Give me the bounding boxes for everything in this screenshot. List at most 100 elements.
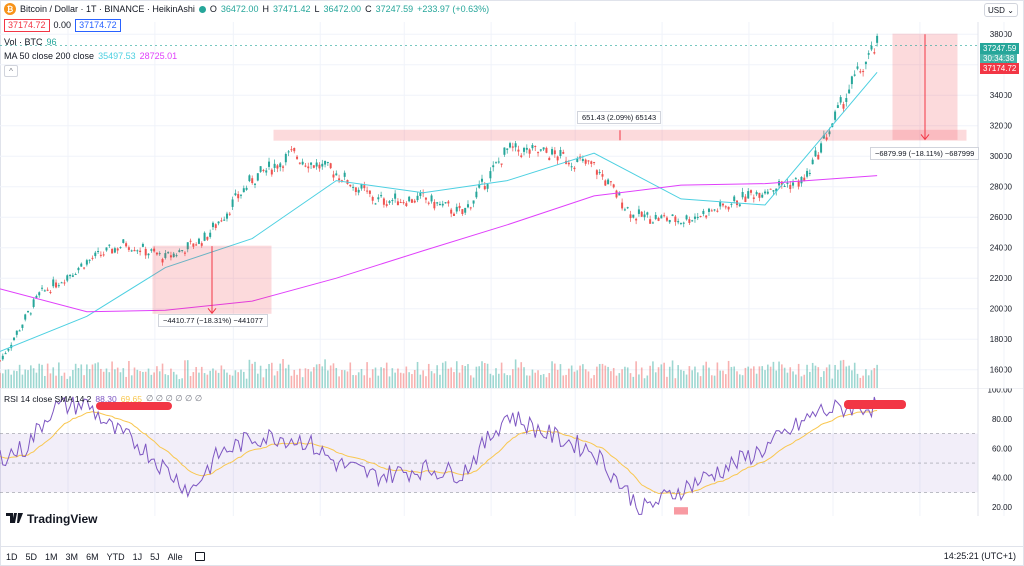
bottom-toolbar: 1D 5D 1M 3M 6M YTD 1J 5J Alle — [0, 546, 1024, 566]
volume-bar — [677, 365, 679, 388]
candle-body — [817, 154, 820, 160]
candle-body — [55, 282, 58, 288]
candle-body — [27, 310, 30, 313]
candle-body — [862, 71, 865, 73]
volume-bar — [540, 374, 542, 388]
volume-bar — [839, 360, 842, 388]
rsi-label[interactable]: RSI 14 close SMA 14 2 — [4, 393, 92, 404]
candle-body — [189, 240, 192, 242]
candle-body — [262, 169, 265, 171]
tradingview-logo[interactable]: TradingView — [6, 512, 97, 526]
timeframe-5d[interactable]: 5D — [25, 551, 38, 562]
candle-body — [38, 292, 41, 296]
volume-bar — [366, 362, 368, 388]
currency-selector[interactable]: USD ⌄ — [984, 3, 1018, 17]
candle-body — [520, 155, 523, 157]
candle-body — [495, 162, 498, 164]
candle-body — [77, 267, 80, 271]
volume-bar — [834, 364, 836, 388]
candle-body — [750, 190, 753, 193]
candle-body — [500, 163, 503, 165]
candle-body — [531, 145, 534, 149]
candle-body — [111, 249, 114, 254]
measure-label-1[interactable]: 651.43 (2.09%) 65143 — [577, 111, 662, 124]
volume-bar — [512, 369, 514, 388]
volume-bar — [352, 375, 354, 388]
clock[interactable]: 14:25:21 (UTC+1) — [943, 551, 1016, 561]
volume-bar — [450, 367, 452, 388]
candle-body — [270, 169, 273, 175]
candle-body — [254, 183, 257, 185]
bitcoin-icon: ₿ — [4, 3, 16, 15]
candle-body — [800, 176, 803, 184]
volume-bar — [713, 375, 716, 388]
candle-body — [94, 252, 97, 257]
candle-body — [197, 238, 200, 244]
candle-body — [525, 147, 528, 150]
price-chart[interactable]: 16000 18000 20000 22000 24000 26000 28000 30000… — [0, 0, 1024, 388]
volume-bar — [52, 367, 55, 388]
buy-button[interactable]: 37174.72 — [75, 19, 121, 32]
volume-bar — [60, 375, 63, 388]
candle-body — [464, 207, 467, 213]
candle-body — [433, 201, 436, 209]
candle-body — [13, 337, 16, 341]
timeframe-1d[interactable]: 1D — [6, 551, 18, 562]
volume-bar — [828, 364, 831, 388]
candle-body — [391, 200, 394, 202]
volume-bar — [783, 367, 786, 388]
candle-body — [15, 330, 18, 335]
ma-label[interactable]: MA 50 close 200 close — [4, 51, 95, 61]
volume-bar — [825, 367, 828, 388]
volume-bar — [184, 360, 186, 388]
timeframe-3m[interactable]: 3M — [65, 551, 79, 562]
volume-value: 96 — [46, 37, 57, 47]
timeframe-1m[interactable]: 1M — [45, 551, 58, 562]
calendar-icon[interactable] — [194, 552, 205, 561]
timeframe-6m[interactable]: 6M — [86, 551, 99, 562]
volume-bar — [357, 372, 360, 388]
candle-body — [719, 201, 722, 207]
volume-bar — [582, 364, 584, 388]
volume-bar — [702, 365, 705, 388]
candle-body — [873, 52, 876, 54]
volume-bar — [654, 372, 657, 388]
volume-bar — [467, 364, 469, 388]
volume-bar — [164, 374, 167, 388]
volume-bar — [41, 364, 43, 388]
candle-body — [713, 209, 716, 211]
timeframe-ytd[interactable]: YTD — [106, 551, 125, 562]
volume-bar — [584, 369, 587, 388]
volume-bar — [125, 376, 127, 388]
volume-bar — [21, 374, 24, 388]
candle-body — [155, 252, 158, 255]
volume-bar — [680, 369, 682, 388]
volume-label[interactable]: Vol · BTC — [4, 37, 43, 47]
timeframe-alle[interactable]: Alle — [167, 551, 183, 562]
price-tick-label: 30000 — [990, 152, 1013, 161]
measure-label-2[interactable]: −4410.77 (−18.31%) −441077 — [158, 314, 268, 327]
candle-body — [167, 252, 170, 254]
candle-body — [702, 210, 705, 215]
candle-body — [43, 290, 46, 292]
symbol-title[interactable]: Bitcoin / Dollar · 1T · BINANCE · Heikin… — [20, 3, 195, 14]
candle-body — [410, 199, 413, 203]
sell-button[interactable]: 37174.72 — [4, 19, 50, 32]
volume-bar — [77, 368, 80, 388]
price-tick-label: 28000 — [990, 183, 1013, 192]
timeframe-5j[interactable]: 5J — [150, 551, 160, 562]
volume-bar — [172, 371, 175, 388]
volume-bar — [568, 368, 570, 388]
rsi-legend: RSI 14 close SMA 14 2 88.30 69.65 ∅ ∅ ∅ … — [4, 393, 202, 404]
measure-label-3[interactable]: −6879.99 (−18.11%) −687999 — [870, 147, 980, 160]
volume-bar — [708, 367, 710, 388]
volume-bar — [371, 369, 374, 388]
volume-bar — [301, 377, 304, 388]
volume-bar — [781, 364, 783, 388]
candle-body — [615, 190, 618, 198]
candle-body — [671, 214, 674, 217]
collapse-legend-icon[interactable]: ^ — [4, 65, 18, 77]
volume-bar — [380, 367, 382, 388]
rsi-chart[interactable]: 2023FebMrzAprMaiJunJulAugSepOktNovDez20.… — [0, 388, 1024, 528]
timeframe-1j[interactable]: 1J — [132, 551, 143, 562]
